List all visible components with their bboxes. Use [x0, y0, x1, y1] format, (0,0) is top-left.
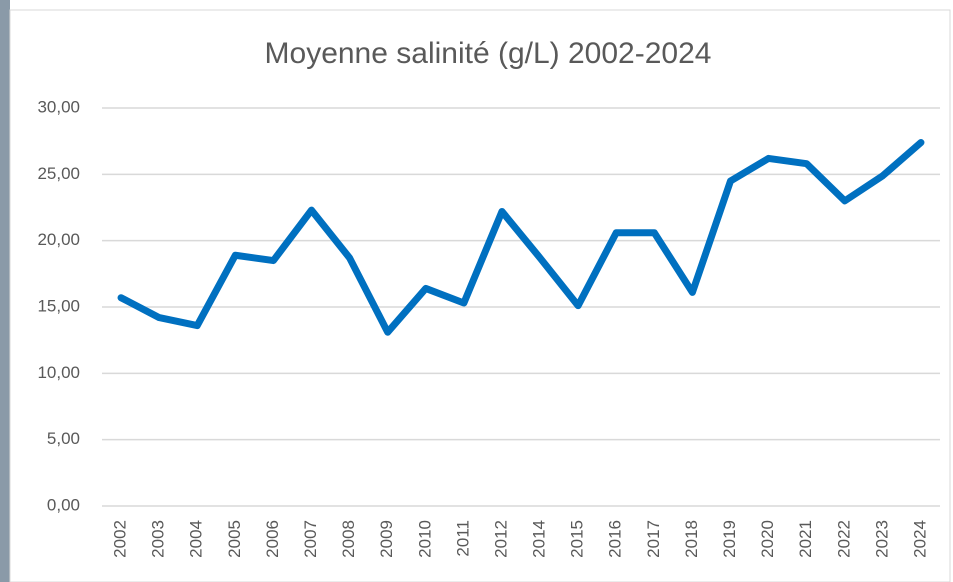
x-tick-label: 2016 — [606, 520, 625, 558]
x-tick-label: 2015 — [568, 520, 587, 558]
x-tick-label: 2021 — [796, 520, 815, 558]
x-tick-label: 2014 — [530, 520, 549, 558]
x-tick-label: 2007 — [301, 520, 320, 558]
x-tick-label: 2009 — [377, 520, 396, 558]
x-tick-label: 2012 — [491, 520, 510, 558]
y-tick-label: 5,00 — [47, 429, 80, 448]
x-tick-label: 2011 — [453, 520, 472, 557]
x-tick-label: 2019 — [720, 520, 739, 558]
x-tick-label: 2017 — [644, 520, 663, 558]
x-tick-label: 2003 — [149, 520, 168, 558]
side-strip — [0, 0, 10, 582]
y-tick-label: 30,00 — [37, 97, 80, 116]
x-tick-label: 2005 — [225, 520, 244, 558]
chart-area — [9, 9, 951, 582]
x-tick-label: 2008 — [339, 520, 358, 558]
x-tick-label: 2002 — [111, 520, 130, 558]
y-tick-label: 25,00 — [37, 164, 80, 183]
x-tick-label: 2006 — [263, 520, 282, 558]
x-tick-label: 2004 — [187, 520, 206, 558]
x-tick-label: 2023 — [872, 520, 891, 558]
y-tick-label: 10,00 — [37, 363, 80, 382]
y-tick-label: 20,00 — [37, 230, 80, 249]
x-tick-label: 2018 — [682, 520, 701, 558]
data-line — [117, 138, 925, 336]
x-tick-label: 2024 — [910, 520, 929, 558]
y-tick-label: 0,00 — [47, 495, 80, 514]
x-tick-label: 2022 — [834, 520, 853, 558]
y-tick-label: 15,00 — [37, 296, 80, 315]
chart-title: Moyenne salinité (g/L) 2002-2024 — [265, 37, 712, 70]
x-tick-label: 2010 — [415, 520, 434, 558]
x-tick-label: 2020 — [758, 520, 777, 558]
